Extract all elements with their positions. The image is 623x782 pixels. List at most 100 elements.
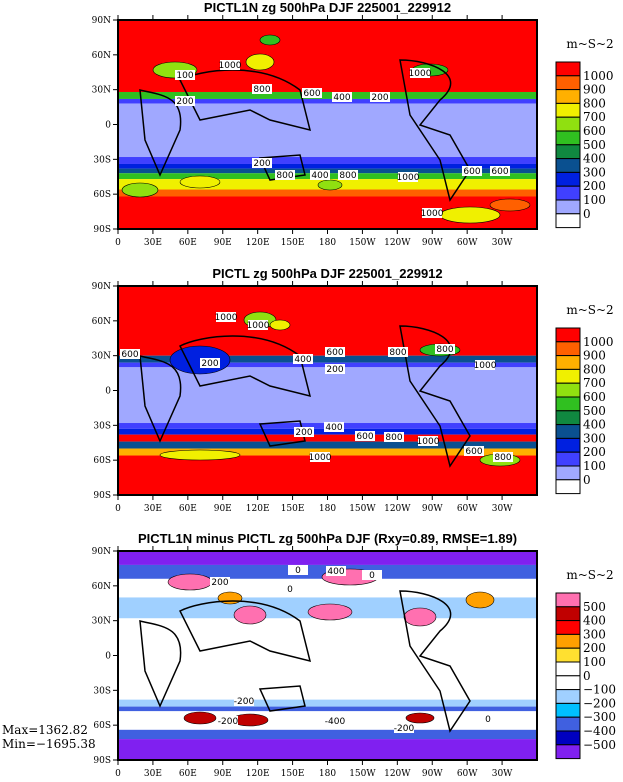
lon-tick-label: 120W (384, 238, 411, 248)
colorbar-label: 400 (583, 152, 606, 166)
lon-tick-label: 90W (422, 769, 443, 779)
contour-region (245, 53, 275, 71)
colorbar-swatch (555, 75, 581, 91)
colorbar-swatch (555, 633, 581, 649)
contour-label: 600 (465, 447, 482, 457)
contour-label-bg (338, 170, 358, 180)
lon-tick-label: 0 (115, 769, 121, 779)
contour-label-bg (120, 349, 140, 359)
colorbar-swatch (555, 355, 581, 370)
lat-tick-label: 60S (93, 721, 111, 731)
panel-title: PICTL1N zg 500hPa DJF 225001_229912 (204, 0, 451, 15)
colorbar-label: 700 (583, 376, 606, 390)
contour-label-bg (388, 347, 408, 357)
contour-label-bg (398, 172, 418, 182)
colorbar-swatch (555, 368, 581, 384)
contour-label: -200 (218, 717, 239, 727)
colorbar-label: 1000 (583, 69, 614, 83)
contour-region (269, 319, 291, 331)
colorbar-swatch (555, 327, 581, 343)
lat-tick-label: 60S (93, 456, 111, 466)
colorbar-swatch (555, 396, 581, 412)
contour-band (118, 98, 537, 104)
lat-tick-label: 30S (93, 155, 111, 165)
colorbar-label: 200 (583, 641, 606, 655)
colorbar-label: 700 (583, 110, 606, 124)
colorbar-label: 200 (583, 179, 606, 193)
contour-label: 800 (494, 453, 511, 463)
contour-band (118, 189, 537, 197)
contour-label-bg (288, 565, 308, 575)
lat-tick-label: 60S (93, 190, 111, 200)
contour-region (183, 711, 217, 725)
contour-label-bg (325, 716, 345, 726)
lat-tick-label: 90S (93, 225, 111, 235)
contour-label: 200 (211, 578, 228, 588)
colorbar-swatch (555, 185, 581, 201)
colorbar-label: −100 (583, 683, 616, 697)
contour-label: 800 (389, 348, 406, 358)
contour-band (118, 163, 537, 169)
colorbar-label: 400 (583, 614, 606, 628)
lat-tick-label: 30N (92, 352, 111, 362)
colorbar-swatch (555, 158, 581, 173)
coastline (258, 420, 306, 447)
contour-label-bg (302, 88, 322, 98)
colorbar-label: 600 (583, 124, 606, 138)
colorbar-swatch (555, 647, 581, 663)
lon-tick-label: 180 (319, 504, 336, 514)
min-value: Min=−1695.38 (2, 737, 96, 751)
colorbar-swatch (555, 171, 581, 187)
contour-band (118, 729, 537, 740)
contour-label-bg (490, 166, 510, 176)
contour-label: 600 (303, 89, 320, 99)
colorbar-label: 0 (583, 473, 591, 487)
contour-label: 400 (311, 171, 328, 181)
contour-label-bg (220, 60, 240, 70)
colorbar-label: 1000 (583, 335, 614, 349)
contour-label-bg (280, 584, 300, 594)
contour-label: 400 (325, 423, 342, 433)
lon-tick-label: 150W (349, 238, 376, 248)
contour-label: 600 (326, 348, 343, 358)
colorbar-units: m~S~2 (566, 568, 613, 582)
colorbar-swatch (555, 592, 581, 608)
contour-label: 800 (385, 433, 402, 443)
lat-tick-label: 30S (93, 421, 111, 431)
colorbar-swatch (555, 199, 581, 215)
colorbar-swatch (555, 675, 581, 691)
colorbar-swatch (555, 730, 581, 746)
contour-label-bg (175, 70, 195, 80)
colorbar-label: −400 (583, 724, 616, 738)
lon-tick-label: 60E (179, 769, 197, 779)
contour-label-bg (384, 432, 404, 442)
colorbar-swatch (555, 451, 581, 467)
lat-tick-label: 60N (92, 317, 111, 327)
colorbar-swatch (555, 606, 581, 622)
contour-band (118, 434, 537, 442)
contour-label: 200 (295, 428, 312, 438)
contour-band (118, 618, 537, 700)
lat-tick-label: 90N (92, 547, 111, 557)
colorbar-swatch (555, 89, 581, 104)
contour-label-bg (410, 68, 430, 78)
contour-label-bg (210, 577, 230, 587)
coastline (139, 355, 182, 443)
lon-tick-label: 30W (492, 504, 513, 514)
lon-tick-label: 90E (214, 238, 232, 248)
colorbar-swatch (555, 424, 581, 439)
colorbar: m~S~2 5004003002001000−100−200−300−400−50… (555, 568, 616, 760)
contour-region (317, 179, 343, 191)
colorbar-swatch (555, 410, 581, 426)
map-panel-1: PICTL1N zg 500hPa DJF 225001_229912 1000 1… (92, 0, 614, 248)
contour-label-bg (325, 347, 345, 357)
colorbar-units: m~S~2 (566, 37, 613, 51)
contour-label-bg (418, 436, 438, 446)
contour-region (465, 591, 495, 609)
lat-tick-label: 60N (92, 582, 111, 592)
coastline (258, 685, 306, 712)
colorbar-label: 200 (583, 445, 606, 459)
map-panel-2: PICTL zg 500hPa DJF 225001_2299121000100… (92, 266, 614, 514)
